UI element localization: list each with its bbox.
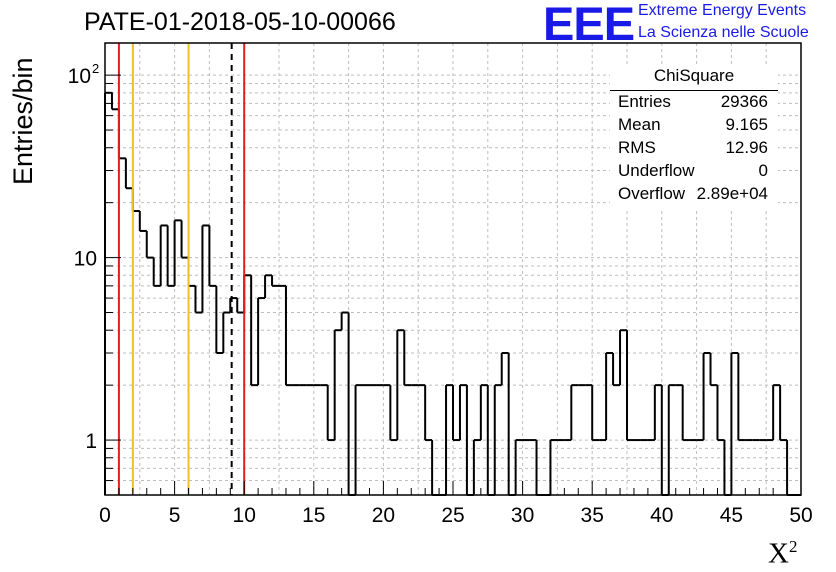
x-tick-label: 45 [720, 504, 743, 527]
stats-value: 29366 [720, 92, 768, 111]
eee-logo-mark: EEE [543, 0, 635, 50]
x-tick-label: 35 [581, 504, 604, 527]
stats-key: Underflow [618, 161, 695, 180]
stats-key: Entries [618, 92, 671, 111]
x-tick-label: 30 [511, 504, 534, 527]
y-axis-label: Entries/bin [8, 57, 38, 185]
y-tick-label: 1 [85, 430, 97, 453]
logo-line-1: Extreme Energy Events [638, 2, 807, 19]
x-tick-label: 40 [650, 504, 673, 527]
stats-key: Mean [618, 115, 661, 134]
stats-value: 9.165 [725, 115, 768, 134]
y-tick-label: 10 [68, 65, 91, 88]
y-tick-label: 10 [74, 248, 97, 271]
y-tick-label-sup: 2 [92, 61, 99, 76]
stats-row-entries: Entries 29366 [618, 92, 768, 114]
stats-divider [610, 90, 778, 91]
stats-row-underflow: Underflow 0 [618, 161, 768, 183]
x-axis-label: X2 [768, 537, 797, 571]
stats-key: Overflow [618, 184, 686, 203]
logo-line-2: La Scienza nelle Scuole [638, 24, 809, 41]
x-tick-label: 20 [372, 504, 395, 527]
stats-row-rms: RMS 12.96 [618, 138, 768, 160]
x-tick-label: 5 [169, 504, 181, 527]
chart-title: PATE-01-2018-05-10-00066 [84, 8, 396, 36]
stats-value: 2.89e+04 [696, 184, 768, 203]
x-tick-label: 15 [302, 504, 325, 527]
x-tick-label: 0 [99, 504, 111, 527]
x-tick-label: 50 [789, 504, 812, 527]
x-tick-label: 25 [441, 504, 464, 527]
stats-box: ChiSquare Entries 29366 Mean 9.165 RMS 12.96 U… [610, 64, 778, 210]
stats-row-overflow: Overflow 2.89e+04 [618, 184, 768, 206]
x-tick-label: 10 [233, 504, 256, 527]
stats-key: RMS [618, 138, 656, 157]
x-axis-label-sup: 2 [788, 537, 798, 556]
stats-title: ChiSquare [653, 66, 735, 85]
stats-value: 0 [758, 161, 768, 180]
x-axis-label-base: X [768, 537, 789, 570]
stats-value: 12.96 [725, 138, 768, 157]
stats-row-mean: Mean 9.165 [618, 115, 768, 137]
